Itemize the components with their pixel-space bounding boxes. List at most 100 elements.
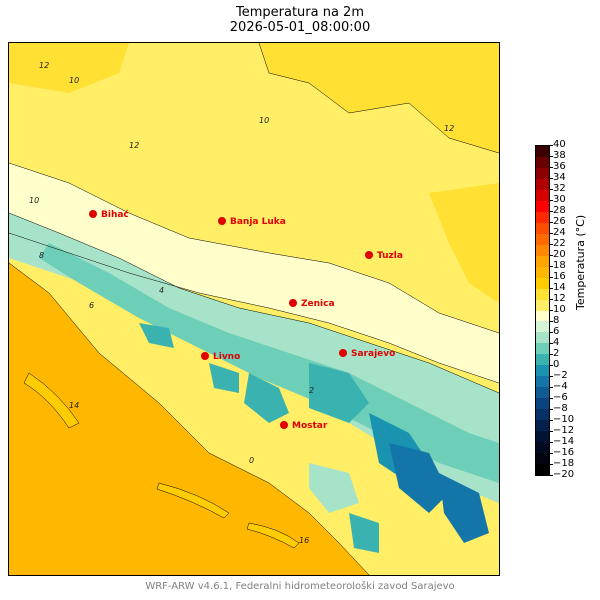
colorbar-tick-mark bbox=[550, 200, 553, 201]
colorbar-tick-mark bbox=[550, 277, 553, 278]
colorbar-segment bbox=[536, 266, 549, 279]
city-marker bbox=[89, 210, 97, 218]
colorbar-tick-label: 30 bbox=[553, 194, 566, 205]
colorbar-tick-mark bbox=[550, 409, 553, 410]
colorbar-tick-mark bbox=[550, 244, 553, 245]
colorbar-tick-label: 2 bbox=[553, 348, 560, 359]
city-marker bbox=[201, 352, 209, 360]
colorbar-tick-mark bbox=[550, 343, 553, 344]
colorbar-tick-label: 0 bbox=[553, 359, 560, 370]
colorbar-tick-mark bbox=[550, 321, 553, 322]
colorbar-tick-label: 20 bbox=[553, 249, 566, 260]
colorbar-tick-mark bbox=[550, 189, 553, 190]
city-label: Tuzla bbox=[377, 251, 403, 261]
city-label: Bihać bbox=[101, 209, 129, 220]
colorbar-tick-label: 10 bbox=[553, 304, 566, 315]
city-marker bbox=[339, 349, 347, 357]
colorbar bbox=[535, 145, 550, 476]
colorbar-tick-label: 28 bbox=[553, 205, 566, 216]
colorbar-tick-mark bbox=[550, 310, 553, 311]
colorbar-tick-label: 24 bbox=[553, 227, 566, 238]
colorbar-tick-label: 6 bbox=[553, 326, 560, 337]
contour-label: 10 bbox=[29, 196, 39, 205]
map-subtitle: 2026-05-01_08:00:00 bbox=[229, 20, 371, 35]
colorbar-segment bbox=[536, 310, 549, 322]
city-label: Livno bbox=[213, 352, 240, 362]
city-marker bbox=[289, 299, 297, 307]
contour-label: 16 bbox=[299, 536, 309, 545]
colorbar-tick-mark bbox=[550, 398, 553, 399]
colorbar-tick-label: −2 bbox=[553, 370, 568, 381]
colorbar-segment bbox=[536, 376, 549, 388]
contour-label: 10 bbox=[259, 116, 269, 125]
contour-label: 8 bbox=[39, 251, 44, 260]
colorbar-tick-mark bbox=[550, 387, 553, 388]
colorbar-segment bbox=[536, 277, 549, 290]
contour-label: 12 bbox=[39, 61, 49, 70]
colorbar-tick-label: 18 bbox=[553, 260, 566, 271]
colorbar-tick-mark bbox=[550, 233, 553, 234]
colorbar-tick-mark bbox=[550, 167, 553, 168]
colorbar-segment bbox=[536, 354, 549, 366]
contour-label: 14 bbox=[69, 401, 79, 410]
city-label: Zenica bbox=[301, 299, 335, 309]
colorbar-segment bbox=[536, 211, 549, 224]
colorbar-segment bbox=[536, 442, 549, 454]
colorbar-tick-label: 34 bbox=[553, 172, 566, 183]
colorbar-tick-label: 36 bbox=[553, 161, 566, 172]
colorbar-segment bbox=[536, 321, 549, 333]
city-marker bbox=[280, 421, 288, 429]
contour-label: 10 bbox=[69, 76, 79, 85]
colorbar-segment bbox=[536, 244, 549, 257]
colorbar-segment bbox=[536, 332, 549, 344]
colorbar-segment bbox=[536, 387, 549, 399]
colorbar-segment bbox=[536, 156, 549, 169]
colorbar-tick-mark bbox=[550, 365, 553, 366]
colorbar-tick-label: −18 bbox=[553, 458, 575, 469]
colorbar-segment bbox=[536, 409, 549, 421]
map-title: Temperatura na 2m bbox=[235, 5, 364, 20]
colorbar-segment bbox=[536, 167, 549, 180]
city-marker bbox=[218, 217, 226, 225]
colorbar-tick-label: 40 bbox=[553, 139, 566, 150]
city-label: Mostar bbox=[292, 421, 328, 431]
colorbar-tick-label: −8 bbox=[553, 403, 568, 414]
colorbar-tick-label: 12 bbox=[553, 293, 566, 304]
colorbar-label: Temperatura (°C) bbox=[574, 214, 587, 310]
colorbar-tick-mark bbox=[550, 453, 553, 454]
colorbar-tick-mark bbox=[550, 420, 553, 421]
temperature-map: 12 10 12 10 12 10 8 6 4 2 0 14 16 Bihać Banja Luka Tuz… bbox=[8, 42, 500, 576]
colorbar-tick-label: 4 bbox=[553, 337, 560, 348]
colorbar-tick-label: 32 bbox=[553, 183, 566, 194]
colorbar-tick-mark bbox=[550, 145, 553, 146]
colorbar-tick-label: −10 bbox=[553, 414, 575, 425]
colorbar-tick-mark bbox=[550, 431, 553, 432]
contour-label: 0 bbox=[249, 456, 254, 465]
colorbar-segment bbox=[536, 255, 549, 268]
colorbar-segment bbox=[536, 464, 549, 476]
colorbar-tick-label: 26 bbox=[553, 216, 566, 227]
colorbar-segment bbox=[536, 222, 549, 235]
colorbar-tick-mark bbox=[550, 211, 553, 212]
colorbar-tick-mark bbox=[550, 299, 553, 300]
colorbar-segment bbox=[536, 398, 549, 410]
colorbar-tick-label: −6 bbox=[553, 392, 568, 403]
colorbar-segment bbox=[536, 189, 549, 202]
footer-credit: WRF-ARW v4.6.1, Federalni hidrometeorolo… bbox=[145, 581, 455, 592]
colorbar-segment bbox=[536, 288, 549, 301]
colorbar-segment bbox=[536, 200, 549, 213]
colorbar-segment bbox=[536, 299, 549, 311]
colorbar-tick-label: −14 bbox=[553, 436, 575, 447]
colorbar-tick-mark bbox=[550, 222, 553, 223]
colorbar-segment bbox=[536, 420, 549, 432]
colorbar-tick-mark bbox=[550, 266, 553, 267]
colorbar-tick-label: 22 bbox=[553, 238, 566, 249]
colorbar-segment bbox=[536, 343, 549, 355]
contour-label: 4 bbox=[159, 286, 164, 295]
colorbar-tick-label: −4 bbox=[553, 381, 568, 392]
contour-label: 12 bbox=[444, 124, 454, 133]
colorbar-tick-label: 16 bbox=[553, 271, 566, 282]
colorbar-tick-mark bbox=[550, 288, 553, 289]
contour-label: 2 bbox=[309, 386, 314, 395]
city-label: Banja Luka bbox=[230, 217, 286, 227]
